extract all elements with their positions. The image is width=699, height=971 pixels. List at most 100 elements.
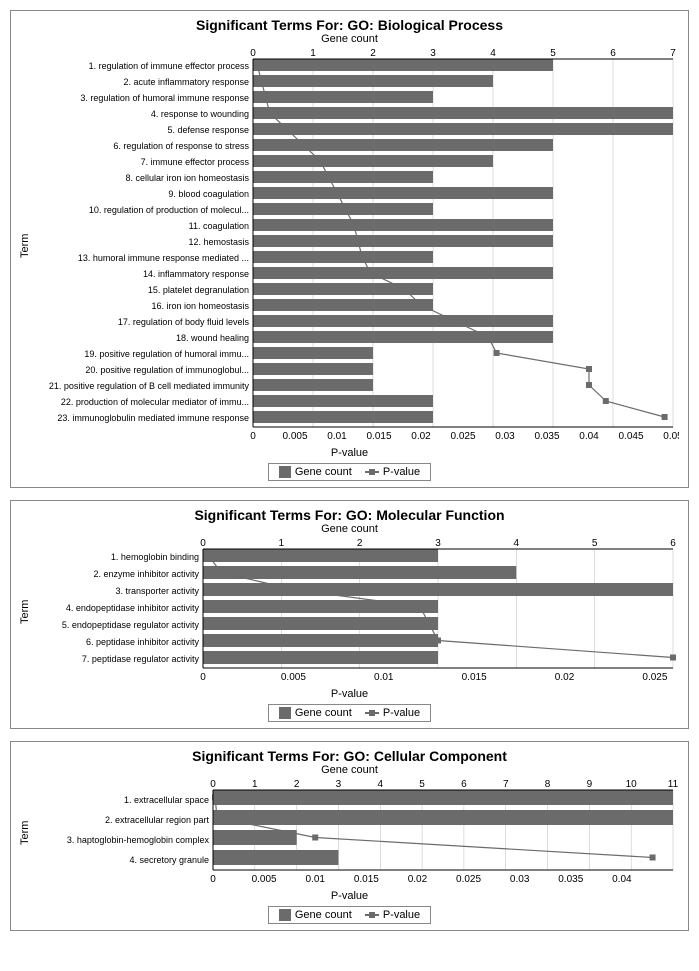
- svg-text:0: 0: [210, 779, 216, 790]
- svg-text:4: 4: [377, 779, 383, 790]
- pvalue-marker: [426, 621, 432, 627]
- gene-count-bar: [253, 187, 553, 199]
- svg-text:6: 6: [461, 779, 467, 790]
- pvalue-marker: [205, 553, 211, 559]
- chart-panel: Significant Terms For: GO: Biological Pr…: [10, 10, 689, 488]
- svg-text:0.01: 0.01: [305, 874, 325, 885]
- svg-text:0.035: 0.035: [534, 431, 559, 442]
- chart-title: Significant Terms For: GO: Biological Pr…: [17, 17, 682, 33]
- svg-text:0.01: 0.01: [327, 431, 347, 442]
- pvalue-marker: [254, 62, 260, 68]
- legend: Gene count P-value: [17, 463, 682, 481]
- term-label: 9. blood coagulation: [168, 189, 249, 199]
- svg-text:0.02: 0.02: [411, 431, 431, 442]
- chart-svg: 01234561. hemoglobin binding2. enzyme in…: [33, 535, 679, 688]
- bottom-axis-label: P-value: [17, 447, 682, 459]
- legend-line-label: P-value: [383, 909, 420, 921]
- term-label: 1. extracellular space: [124, 795, 209, 805]
- bottom-axis-label: P-value: [17, 890, 682, 902]
- gene-count-bar: [253, 251, 433, 263]
- gene-count-bar: [253, 379, 373, 391]
- svg-text:2: 2: [294, 779, 300, 790]
- svg-text:0.015: 0.015: [462, 672, 487, 683]
- pvalue-marker: [359, 254, 365, 260]
- gene-count-bar: [253, 155, 493, 167]
- svg-text:6: 6: [670, 538, 676, 549]
- plot-area: 012345678910111. extracellular space2. e…: [33, 776, 682, 890]
- pvalue-marker: [342, 206, 348, 212]
- svg-text:8: 8: [545, 779, 551, 790]
- svg-text:0: 0: [250, 48, 256, 59]
- pvalue-marker: [355, 238, 361, 244]
- gene-count-bar: [213, 810, 673, 825]
- pvalue-marker: [326, 174, 332, 180]
- gene-count-bar: [253, 59, 553, 71]
- term-label: 3. transporter activity: [115, 586, 199, 596]
- pvalue-marker: [300, 142, 306, 148]
- legend-line-swatch: [365, 914, 379, 916]
- pvalue-marker: [214, 815, 220, 821]
- term-label: 17. regulation of body fluid levels: [118, 317, 250, 327]
- term-label: 13. humoral immune response mediated ...: [78, 253, 249, 263]
- pvalue-line: [215, 798, 653, 858]
- svg-text:0.015: 0.015: [354, 874, 379, 885]
- term-label: 19. positive regulation of humoral immu.…: [84, 349, 249, 359]
- top-axis-label: Gene count: [17, 33, 682, 45]
- term-label: 2. extracellular region part: [105, 815, 210, 825]
- term-label: 15. platelet degranulation: [148, 285, 249, 295]
- gene-count-bar: [203, 600, 438, 613]
- term-label: 8. cellular iron ion homeostasis: [125, 173, 249, 183]
- svg-text:0.035: 0.035: [558, 874, 583, 885]
- svg-text:0.005: 0.005: [252, 874, 277, 885]
- legend-line-swatch: [365, 712, 379, 714]
- pvalue-marker: [650, 855, 656, 861]
- gene-count-bar: [213, 830, 297, 845]
- gene-count-bar: [253, 171, 433, 183]
- legend-line-swatch: [365, 471, 379, 473]
- svg-text:0: 0: [210, 874, 216, 885]
- pvalue-marker: [258, 78, 264, 84]
- chart-panel: Significant Terms For: GO: Molecular Fun…: [10, 500, 689, 729]
- svg-text:0: 0: [250, 431, 256, 442]
- pvalue-marker: [368, 270, 374, 276]
- svg-text:10: 10: [626, 779, 638, 790]
- legend: Gene count P-value: [17, 704, 682, 722]
- svg-text:11: 11: [668, 779, 679, 790]
- term-label: 6. peptidase inhibitor activity: [86, 637, 200, 647]
- legend-bar-swatch: [279, 909, 291, 921]
- svg-text:0.04: 0.04: [579, 431, 599, 442]
- term-label: 14. inflammatory response: [143, 269, 249, 279]
- chart-svg: 012345671. regulation of immune effector…: [33, 45, 679, 447]
- legend-bar-swatch: [279, 707, 291, 719]
- svg-text:0.02: 0.02: [555, 672, 575, 683]
- term-label: 3. haptoglobin-hemoglobin complex: [67, 835, 210, 845]
- pvalue-marker: [312, 835, 318, 841]
- pvalue-marker: [417, 604, 423, 610]
- gene-count-bar: [203, 566, 516, 579]
- svg-text:5: 5: [419, 779, 425, 790]
- gene-count-bar: [253, 299, 433, 311]
- term-label: 1. hemoglobin binding: [111, 552, 199, 562]
- term-label: 22. production of molecular mediator of …: [61, 397, 249, 407]
- gene-count-bar: [253, 411, 433, 423]
- svg-text:1: 1: [252, 779, 258, 790]
- term-label: 7. peptidase regulator activity: [82, 654, 200, 664]
- gene-count-bar: [253, 139, 553, 151]
- term-label: 16. iron ion homeostasis: [151, 301, 249, 311]
- pvalue-marker: [662, 414, 668, 420]
- svg-text:0.02: 0.02: [408, 874, 428, 885]
- term-label: 2. acute inflammatory response: [123, 77, 249, 87]
- legend-line-label: P-value: [383, 707, 420, 719]
- legend: Gene count P-value: [17, 906, 682, 924]
- svg-text:0.005: 0.005: [282, 431, 307, 442]
- svg-text:0.04: 0.04: [612, 874, 632, 885]
- gene-count-bar: [253, 75, 493, 87]
- legend-bar-swatch: [279, 466, 291, 478]
- svg-text:0.025: 0.025: [450, 431, 475, 442]
- term-label: 1. regulation of immune effector process: [89, 61, 250, 71]
- svg-text:0.015: 0.015: [366, 431, 391, 442]
- term-label: 4. response to wounding: [151, 109, 249, 119]
- svg-text:4: 4: [490, 48, 496, 59]
- y-axis-title: Term: [17, 776, 33, 890]
- gene-count-bar: [203, 651, 438, 664]
